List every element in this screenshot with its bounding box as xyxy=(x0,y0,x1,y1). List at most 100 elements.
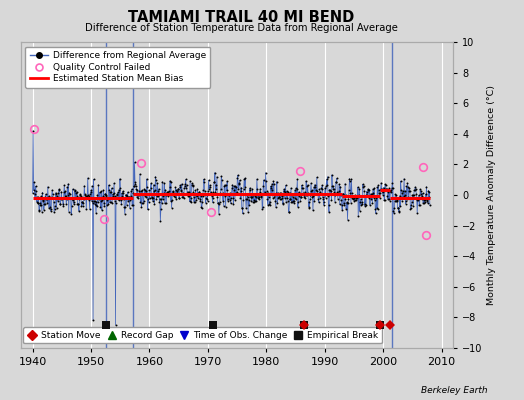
Point xyxy=(74,201,82,207)
Point xyxy=(220,203,228,209)
Point xyxy=(405,188,413,194)
Point xyxy=(373,184,381,190)
Point xyxy=(340,200,348,206)
Point xyxy=(231,183,239,189)
Point xyxy=(129,183,138,190)
Point xyxy=(37,201,46,208)
Point xyxy=(265,194,273,200)
Point xyxy=(59,201,67,207)
Point xyxy=(54,198,62,204)
Point xyxy=(410,187,419,193)
Point xyxy=(377,186,386,192)
Point xyxy=(142,194,150,200)
Point xyxy=(183,188,192,195)
Point xyxy=(354,184,362,190)
Point xyxy=(278,201,287,207)
Point xyxy=(171,184,180,190)
Point xyxy=(208,192,216,198)
Point xyxy=(288,191,296,198)
Point xyxy=(153,180,161,186)
Point xyxy=(210,179,219,185)
Point xyxy=(97,198,105,204)
Point xyxy=(234,186,243,192)
Point xyxy=(292,185,300,192)
Point xyxy=(202,195,210,202)
Point xyxy=(253,176,261,182)
Point xyxy=(83,175,92,181)
Point xyxy=(202,196,211,203)
Point xyxy=(221,193,230,199)
Point xyxy=(319,194,327,200)
Point xyxy=(41,194,49,200)
Point xyxy=(250,197,258,203)
Point xyxy=(173,186,182,193)
Point xyxy=(385,195,393,202)
Point xyxy=(397,178,405,184)
Point xyxy=(72,190,80,196)
Point xyxy=(82,193,90,199)
Point xyxy=(389,208,398,214)
Point xyxy=(118,188,127,194)
Point xyxy=(146,185,155,191)
Point xyxy=(304,190,312,196)
Point xyxy=(165,190,173,197)
Point xyxy=(115,186,123,193)
Point xyxy=(85,197,93,203)
Point xyxy=(302,183,311,189)
Point xyxy=(86,189,95,195)
Point xyxy=(418,190,427,196)
Point xyxy=(420,200,428,206)
Point xyxy=(166,178,174,184)
Point xyxy=(299,184,307,191)
Point xyxy=(39,197,47,204)
Point xyxy=(171,193,179,200)
Point xyxy=(90,201,99,208)
Point xyxy=(264,202,272,208)
Point xyxy=(325,209,333,215)
Point xyxy=(328,182,336,189)
Point xyxy=(65,190,73,196)
Point xyxy=(290,198,299,205)
Point xyxy=(411,186,420,192)
Point xyxy=(325,186,334,193)
Point xyxy=(268,187,277,194)
Point xyxy=(81,191,89,198)
Point xyxy=(194,189,203,195)
Point xyxy=(144,196,152,202)
Point xyxy=(384,196,392,202)
Point xyxy=(192,192,200,198)
Point xyxy=(48,194,56,200)
Point xyxy=(104,195,112,201)
Point xyxy=(232,184,241,190)
Point xyxy=(307,192,315,198)
Point xyxy=(348,196,357,202)
Point xyxy=(276,190,285,196)
Point xyxy=(121,204,129,210)
Point xyxy=(346,178,354,184)
Point xyxy=(247,198,256,205)
Point xyxy=(209,194,217,201)
Point xyxy=(394,204,402,211)
Point xyxy=(67,194,75,201)
Point xyxy=(197,204,205,210)
Point xyxy=(302,178,310,184)
Point xyxy=(39,197,48,203)
Point xyxy=(134,192,143,198)
Point xyxy=(392,197,401,204)
Point xyxy=(361,201,369,208)
Point xyxy=(192,197,201,203)
Point xyxy=(356,196,365,202)
Point xyxy=(215,198,224,205)
Point xyxy=(366,193,375,199)
Point xyxy=(228,185,236,192)
Point xyxy=(339,190,347,197)
Point xyxy=(242,205,250,212)
Point xyxy=(280,186,288,192)
Point xyxy=(377,180,385,186)
Point xyxy=(399,193,408,199)
Point xyxy=(107,185,116,191)
Point xyxy=(141,188,150,194)
Point xyxy=(330,186,338,192)
Point xyxy=(344,200,352,206)
Point xyxy=(305,205,314,211)
